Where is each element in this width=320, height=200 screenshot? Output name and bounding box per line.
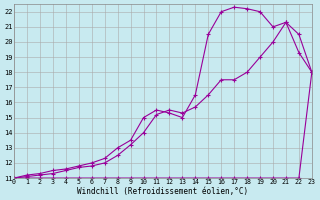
X-axis label: Windchill (Refroidissement éolien,°C): Windchill (Refroidissement éolien,°C) <box>77 187 249 196</box>
